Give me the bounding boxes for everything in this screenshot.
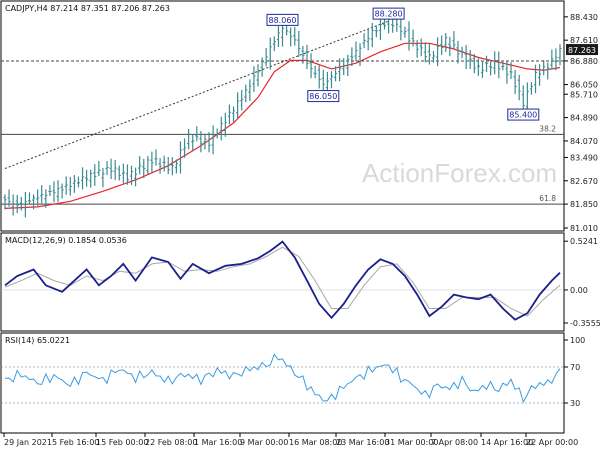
swing-label-box	[372, 7, 405, 20]
fib-label-61.8: 61.8	[539, 194, 556, 203]
fib-label-38.2: 38.2	[539, 124, 556, 133]
price-y-tick-label: 82.670	[570, 177, 598, 186]
rsi-panel-frame	[0, 332, 565, 434]
macd-panel-frame	[0, 232, 565, 332]
price-y-tick-label: 81.010	[570, 224, 598, 233]
x-tick-label: 5 Feb 16:00	[52, 438, 99, 447]
x-tick-label: 7 Apr 08:00	[431, 438, 478, 447]
price-y-tick-label: 87.610	[570, 36, 598, 45]
x-tick-label: 22 Feb 08:00	[145, 438, 197, 447]
x-tick-label: 16 Mar 08:00	[289, 438, 342, 447]
macd-signal-line	[4, 246, 561, 317]
swing-label-box	[307, 90, 340, 103]
swing-label-text: 88.280	[375, 10, 403, 19]
x-tick-label: 29 Jan 2021	[4, 438, 52, 447]
price-y-tick-label: 85.710	[570, 90, 598, 99]
x-tick-label: 1 Mar 16:00	[194, 438, 242, 447]
x-tick-label: 15 Feb 00:00	[96, 438, 148, 447]
rsi-y-tick-label: 30	[570, 399, 580, 408]
price-panel-title: CADJPY,H4 87.214 87.351 87.206 87.263	[5, 4, 170, 13]
rsi-panel-title: RSI(14) 65.0221	[5, 336, 70, 345]
trendline	[4, 20, 389, 169]
macd-y-tick-label: -0.3555	[570, 319, 600, 328]
macd-plot-group	[1, 240, 564, 321]
price-y-tick-label: 83.490	[570, 153, 598, 162]
rsi-line	[4, 353, 561, 404]
x-tick-label: 31 Mar 00:00	[385, 438, 438, 447]
x-tick-label: 22 Apr 00:00	[526, 438, 578, 447]
price-panel-frame	[0, 0, 565, 232]
swing-label-text: 88.060	[269, 16, 297, 25]
current-price-label: 87.263	[568, 46, 596, 55]
x-tick-label: 9 Mar 00:00	[240, 438, 288, 447]
macd-line	[4, 240, 561, 321]
swing-label-text: 85.400	[509, 111, 537, 120]
price-y-tick-label: 84.890	[570, 114, 598, 123]
price-y-tick-label: 86.050	[570, 81, 598, 90]
swing-label-box	[266, 13, 299, 26]
macd-panel-title: MACD(12,26,9) 0.1854 0.0536	[5, 236, 127, 245]
watermark: ActionForex.com	[362, 158, 557, 188]
axis-labels-group: 88.43087.61086.88086.05085.71084.89084.0…	[3, 13, 600, 447]
price-y-tick-label: 88.430	[570, 13, 598, 22]
price-y-tick-label: 84.070	[570, 137, 598, 146]
swing-label-text: 86.050	[309, 92, 337, 101]
macd-y-tick-label: 0.5241	[570, 237, 598, 246]
rsi-y-tick-label: 70	[570, 363, 580, 372]
price-y-tick-label: 81.850	[570, 200, 598, 209]
swing-label-box	[507, 108, 540, 121]
rsi-plot-group	[1, 353, 564, 404]
current-price-marker	[566, 44, 598, 56]
price-y-tick-label: 86.880	[570, 57, 598, 66]
rsi-y-tick-label: 100	[570, 336, 585, 345]
x-tick-label: 23 Mar 16:00	[336, 438, 389, 447]
x-tick-label: 14 Apr 16:00	[481, 438, 533, 447]
price-plot-group: 38.2 61.8 88.060 88.280 86.050 85.400	[1, 7, 564, 218]
macd-y-tick-label: 0.00	[570, 286, 588, 295]
